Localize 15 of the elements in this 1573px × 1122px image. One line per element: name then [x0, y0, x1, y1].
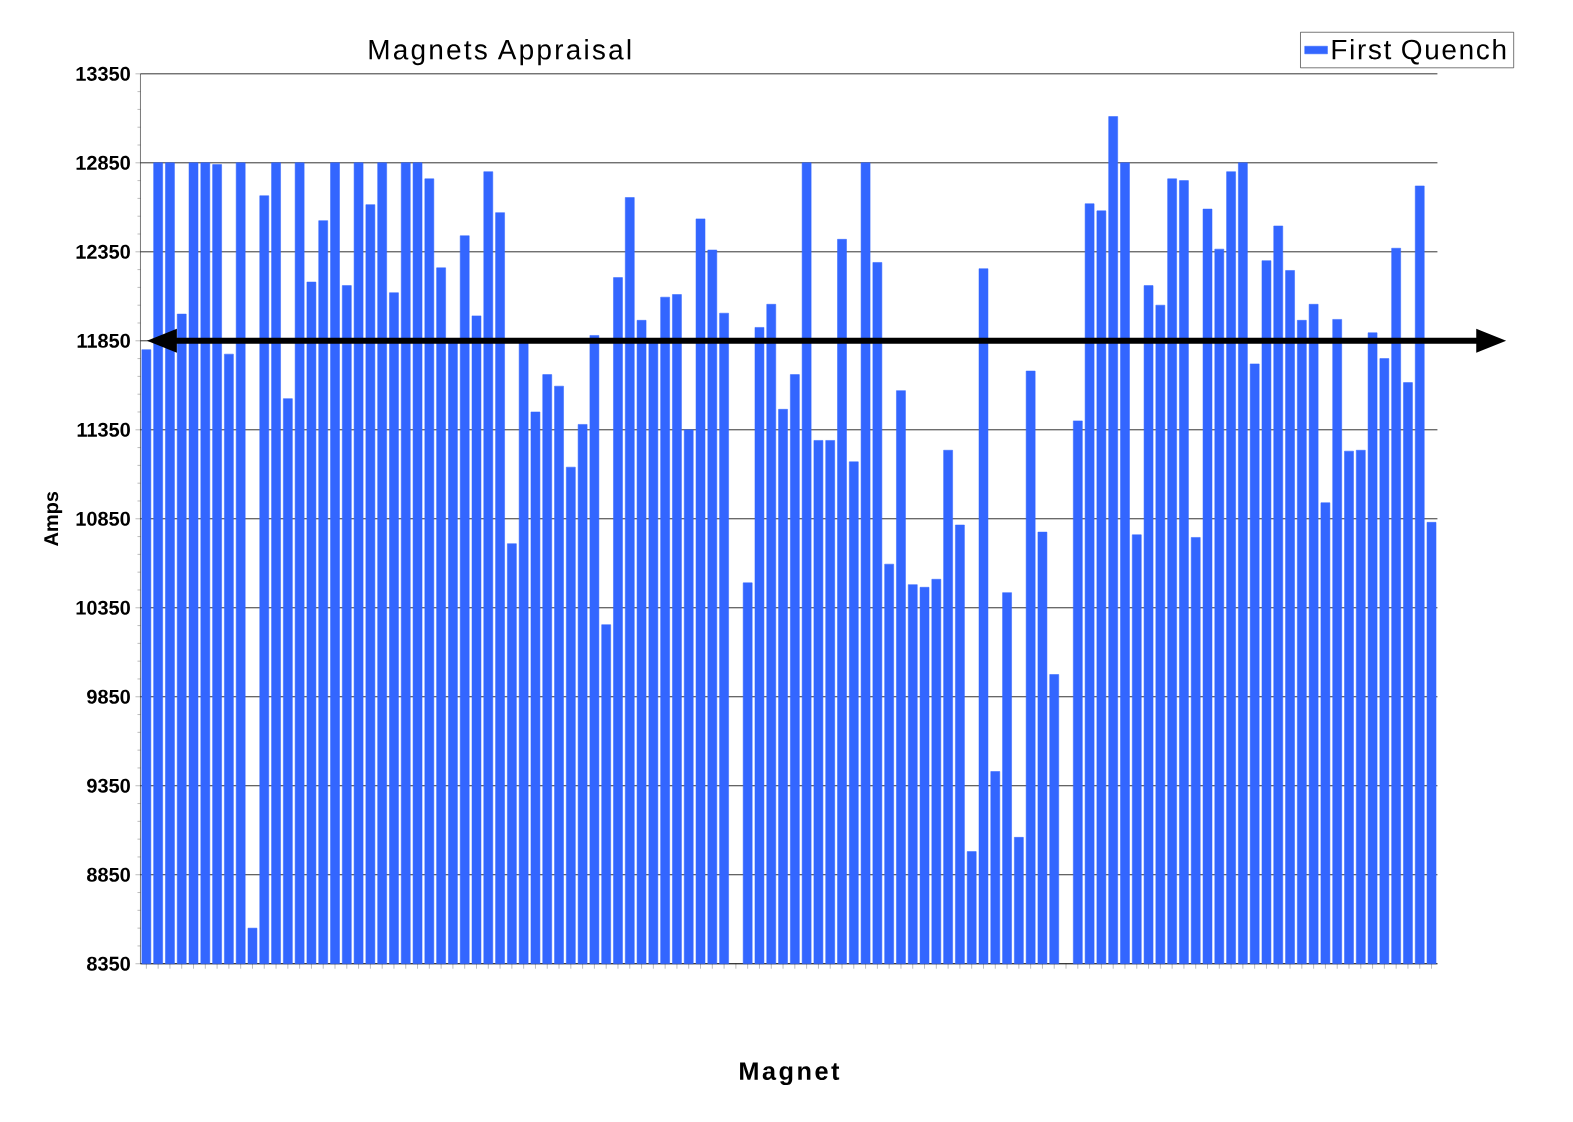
y-tick-label: 8350	[87, 956, 130, 971]
y-tick-label: 12350	[76, 244, 130, 259]
x-axis-title: Magnet	[740, 1062, 840, 1085]
y-tick-label: 10350	[76, 600, 130, 615]
legend-label: First Quench	[1332, 38, 1506, 65]
y-tick-label: 11850	[77, 333, 130, 348]
y-axis-title: Amps	[44, 491, 63, 546]
chart-title: Magnets Appraisal	[369, 38, 631, 65]
y-tick-label: 13350	[76, 66, 130, 81]
y-tick-label: 8850	[87, 867, 130, 882]
y-tick-label: 12850	[76, 155, 130, 170]
y-tick-label: 10850	[76, 511, 130, 526]
y-tick-label: 11350	[77, 422, 130, 437]
y-tick-label: 9350	[87, 778, 130, 793]
y-tick-label: 9850	[87, 689, 130, 704]
